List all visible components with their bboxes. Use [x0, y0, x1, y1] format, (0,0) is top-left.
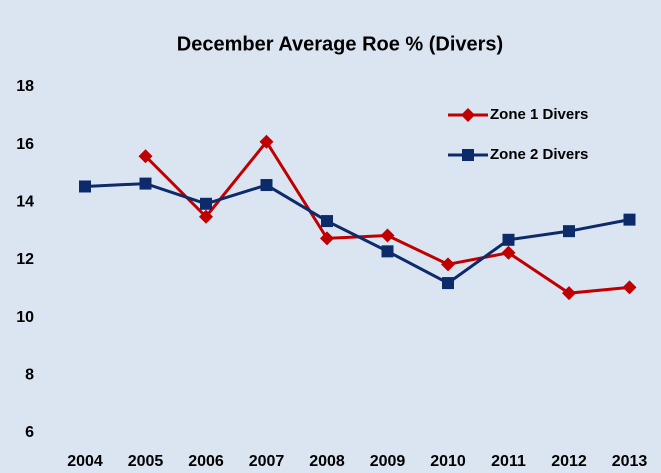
x-tick-label: 2008 [309, 453, 345, 470]
marker [321, 215, 333, 228]
series-line [84, 182, 630, 285]
series-line [144, 139, 630, 295]
y-tick-label: 14 [16, 194, 34, 211]
x-tick-label: 2013 [612, 453, 648, 470]
marker [259, 134, 274, 149]
marker [380, 228, 395, 243]
chart-title: December Average Roe % (Divers) [177, 33, 503, 55]
marker [562, 286, 576, 301]
marker [79, 180, 91, 193]
marker [442, 277, 454, 290]
marker [320, 231, 334, 246]
x-tick-label: 2012 [551, 453, 587, 470]
x-tick-label: 2007 [249, 453, 285, 470]
x-tick-label: 2005 [128, 453, 164, 470]
marker [138, 149, 153, 164]
y-tick-label: 12 [16, 251, 34, 268]
marker [501, 245, 516, 260]
marker [462, 149, 474, 161]
y-tick-label: 6 [25, 424, 34, 441]
marker [461, 108, 475, 122]
marker [260, 179, 273, 192]
x-tick-label: 2010 [430, 453, 466, 470]
y-tick-label: 16 [16, 136, 34, 153]
marker [623, 213, 636, 226]
x-tick-label: 2011 [491, 453, 526, 470]
marker [441, 257, 455, 272]
marker [563, 225, 575, 238]
marker [199, 209, 213, 224]
marker [139, 177, 152, 190]
legend-label: Zone 1 Divers [490, 106, 588, 123]
marker [622, 280, 637, 295]
y-tick-label: 8 [25, 367, 34, 384]
x-tick-label: 2009 [370, 453, 406, 470]
x-tick-label: 2006 [188, 453, 224, 470]
marker [200, 197, 212, 210]
x-tick-label: 2004 [67, 453, 103, 470]
y-tick-label: 18 [16, 78, 34, 95]
marker [381, 245, 394, 258]
marker [502, 233, 515, 246]
legend-label: Zone 2 Divers [490, 146, 588, 163]
y-tick-label: 10 [16, 309, 34, 326]
